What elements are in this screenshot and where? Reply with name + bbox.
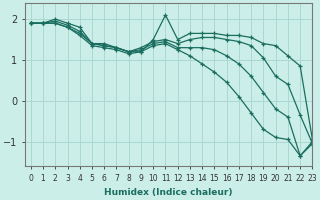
X-axis label: Humidex (Indice chaleur): Humidex (Indice chaleur) <box>104 188 233 197</box>
